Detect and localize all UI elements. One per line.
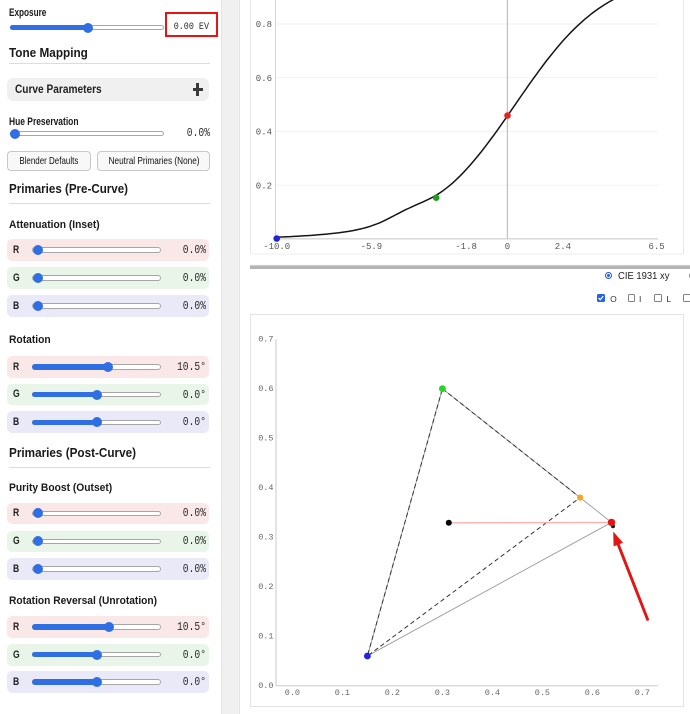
svg-text:0.6: 0.6 [585,688,600,698]
svg-text:0.2: 0.2 [385,688,400,698]
svg-text:0.3: 0.3 [258,533,273,543]
svg-text:0.0: 0.0 [258,681,273,691]
svg-text:0.4: 0.4 [485,688,500,698]
svg-text:0.2: 0.2 [258,582,273,592]
svg-text:0.0: 0.0 [285,688,300,698]
svg-text:0.6: 0.6 [256,74,272,84]
svg-text:0.8: 0.8 [256,20,272,30]
svg-text:0.2: 0.2 [256,181,272,191]
svg-text:-10.0: -10.0 [263,242,290,252]
svg-text:2.4: 2.4 [555,242,571,252]
svg-text:6.5: 6.5 [648,242,664,252]
svg-text:0.5: 0.5 [258,434,273,444]
svg-text:0.7: 0.7 [635,688,650,698]
svg-text:-5.9: -5.9 [361,242,383,252]
svg-text:0: 0 [505,242,510,252]
svg-text:-1.8: -1.8 [455,242,477,252]
svg-text:0.7: 0.7 [258,335,273,345]
svg-text:0.5: 0.5 [535,688,550,698]
svg-text:0.1: 0.1 [335,688,350,698]
svg-text:0.3: 0.3 [435,688,450,698]
svg-text:0.6: 0.6 [258,384,273,394]
svg-text:0.1: 0.1 [258,632,273,642]
svg-text:0.4: 0.4 [256,128,272,138]
svg-text:0.4: 0.4 [258,483,273,493]
